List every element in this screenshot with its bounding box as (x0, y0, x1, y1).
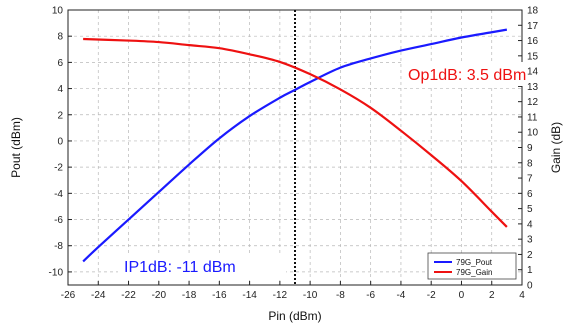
y2-tick-label: 4 (527, 219, 533, 230)
y2-tick-label: 6 (527, 189, 533, 200)
y-tick-label: 8 (57, 32, 63, 43)
y2-axis-title: Gain (dB) (549, 122, 563, 173)
y-axis-title: Pout (dBm) (9, 117, 23, 178)
x-tick-label: -18 (182, 290, 197, 301)
legend-box (427, 252, 517, 280)
x-tick-label: -16 (212, 290, 227, 301)
y2-tick-label: 8 (527, 158, 533, 169)
x-tick-label: -12 (273, 290, 288, 301)
op1db-annotation-bg (402, 62, 524, 86)
y-tick-label: -10 (49, 267, 64, 278)
legend-label-gain: 79G_Gain (456, 268, 492, 277)
y-tick-label: -6 (54, 215, 63, 226)
y-tick-label: 6 (57, 58, 63, 69)
legend-label-pout: 79G_Pout (456, 258, 493, 267)
series (82, 28, 508, 263)
y-tick-label: 2 (57, 110, 63, 121)
y-tick-label: 10 (52, 6, 64, 17)
y2-tick-label: 18 (527, 6, 539, 17)
x-tick-label: -20 (152, 290, 167, 301)
y2-tick-label: 1 (527, 265, 533, 276)
x-tick-label: -6 (366, 290, 375, 301)
x-tick-label: -2 (427, 290, 436, 301)
y2-tick-label: 0 (527, 281, 533, 292)
x-axis-title: Pin (dBm) (268, 309, 321, 323)
y2-tick-label: 7 (527, 174, 533, 185)
y2-tick-label: 3 (527, 235, 533, 246)
y2-tick-label: 11 (527, 112, 538, 123)
x-tick-label: -8 (336, 290, 345, 301)
x-tick-label: -4 (396, 290, 405, 301)
y2-tick-label: 16 (527, 36, 539, 47)
y2-tick-label: 5 (527, 204, 533, 215)
y2-tick-label: 2 (527, 250, 533, 261)
y2-tick-label: 14 (527, 67, 539, 78)
op1db-annotation-text: Op1dB: 3.5 dBm (408, 67, 526, 84)
series-line-gain (83, 37, 508, 228)
y-tick-label: 0 (57, 136, 63, 147)
x-tick-label: 4 (519, 290, 525, 301)
x-tick-label: 0 (459, 290, 465, 301)
y2-tick-label: 17 (527, 21, 539, 32)
series-line-pout (82, 28, 508, 263)
x-tick-label: -24 (91, 290, 106, 301)
x-tick-label: -10 (303, 290, 318, 301)
y-tick-label: -8 (54, 241, 63, 252)
ip1db-annotation-text: IP1dB: -11 dBm (124, 259, 236, 276)
x-tick-label: 2 (489, 290, 495, 301)
x-tick-label: -14 (242, 290, 257, 301)
y2-tick-label: 13 (527, 82, 539, 93)
x-tick-label: -22 (121, 290, 136, 301)
ticks: -26 -24 -22 -20 -18 -16 -14 -12 -10 -8 -6 -4 -2 0 2 4-1… (49, 6, 539, 302)
ip1db-annotation-bg (118, 254, 286, 278)
y2-tick-label: 12 (527, 97, 539, 108)
op1db-annotation: Op1dB: 3.5 dBm (402, 62, 526, 86)
legend: 79G_Pout 79G_Gain (427, 252, 517, 280)
y-tick-label: 4 (57, 84, 63, 95)
x-tick-label: -26 (61, 290, 76, 301)
ip1db-annotation: IP1dB: -11 dBm (118, 254, 286, 278)
y2-tick-label: 10 (527, 128, 539, 139)
y2-tick-label: 9 (527, 143, 533, 154)
y-tick-label: -2 (54, 163, 63, 174)
y2-tick-label: 15 (527, 51, 539, 62)
y-tick-label: -4 (54, 189, 63, 200)
